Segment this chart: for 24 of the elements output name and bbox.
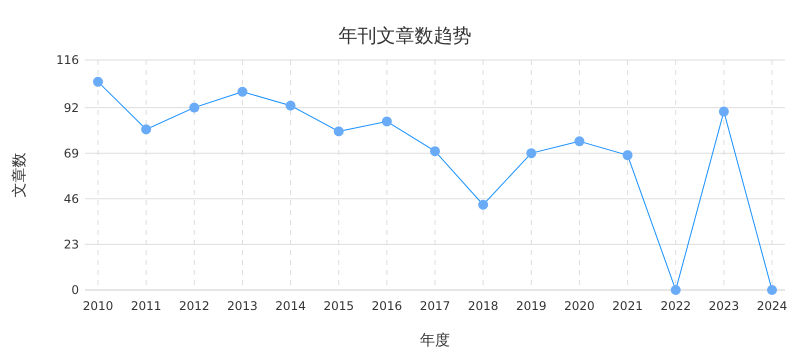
- x-tick-label: 2011: [130, 299, 162, 313]
- x-tick-label: 2022: [660, 299, 691, 313]
- x-tick-label: 2017: [420, 299, 450, 313]
- y-tick-label: 116: [56, 53, 79, 68]
- y-axis-title: 文章数: [10, 152, 28, 198]
- y-tick-label: 0: [71, 283, 79, 298]
- x-tick-label: 2020: [564, 299, 595, 313]
- x-tick-label: 2012: [179, 299, 210, 313]
- y-tick-label: 23: [64, 238, 79, 252]
- chart-title: 年刊文章数趋势: [338, 25, 472, 47]
- x-tick-label: 2013: [227, 299, 258, 313]
- x-tick-label: 2014: [275, 299, 306, 313]
- x-tick-label: 2019: [516, 299, 547, 313]
- x-tick-label: 2021: [612, 299, 643, 313]
- x-axis-title: 年度: [420, 331, 450, 349]
- x-tick-label: 2024: [756, 299, 788, 313]
- x-tick-label: 2015: [323, 299, 354, 313]
- y-tick-label: 69: [64, 146, 79, 160]
- x-tick-label: 2018: [468, 299, 498, 313]
- x-tick-label: 2010: [82, 299, 114, 313]
- x-tick-label: 2023: [708, 299, 740, 313]
- x-tick-label: 2016: [372, 299, 402, 313]
- y-tick-label: 46: [64, 192, 79, 206]
- y-tick-label: 92: [64, 100, 79, 115]
